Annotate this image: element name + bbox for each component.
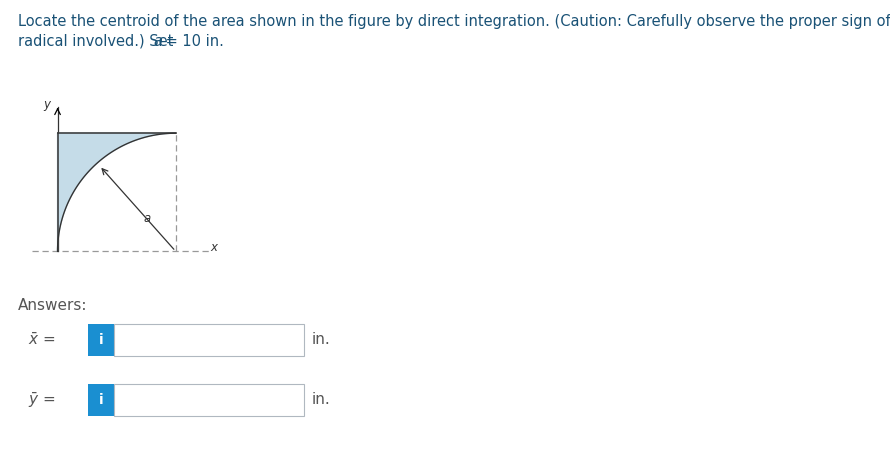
Text: = 10 in.: = 10 in. bbox=[161, 34, 224, 49]
Bar bbox=[114, 324, 304, 356]
Text: in.: in. bbox=[312, 393, 331, 408]
Text: x: x bbox=[210, 241, 217, 254]
Text: y: y bbox=[44, 98, 51, 112]
Text: Answers:: Answers: bbox=[18, 298, 87, 313]
Bar bbox=[88, 324, 114, 356]
Text: $\bar{x}$ =: $\bar{x}$ = bbox=[28, 332, 55, 348]
Bar bbox=[114, 384, 304, 416]
Text: Locate the centroid of the area shown in the figure by direct integration. (Caut: Locate the centroid of the area shown in… bbox=[18, 14, 890, 29]
Text: in.: in. bbox=[312, 333, 331, 347]
Text: $\bar{y}$ =: $\bar{y}$ = bbox=[28, 390, 55, 409]
Text: radical involved.) Set: radical involved.) Set bbox=[18, 34, 178, 49]
Text: i: i bbox=[99, 393, 103, 407]
Text: a: a bbox=[153, 34, 162, 49]
Text: i: i bbox=[99, 333, 103, 347]
Polygon shape bbox=[58, 133, 175, 251]
Bar bbox=[88, 384, 114, 416]
Text: a: a bbox=[143, 212, 150, 225]
